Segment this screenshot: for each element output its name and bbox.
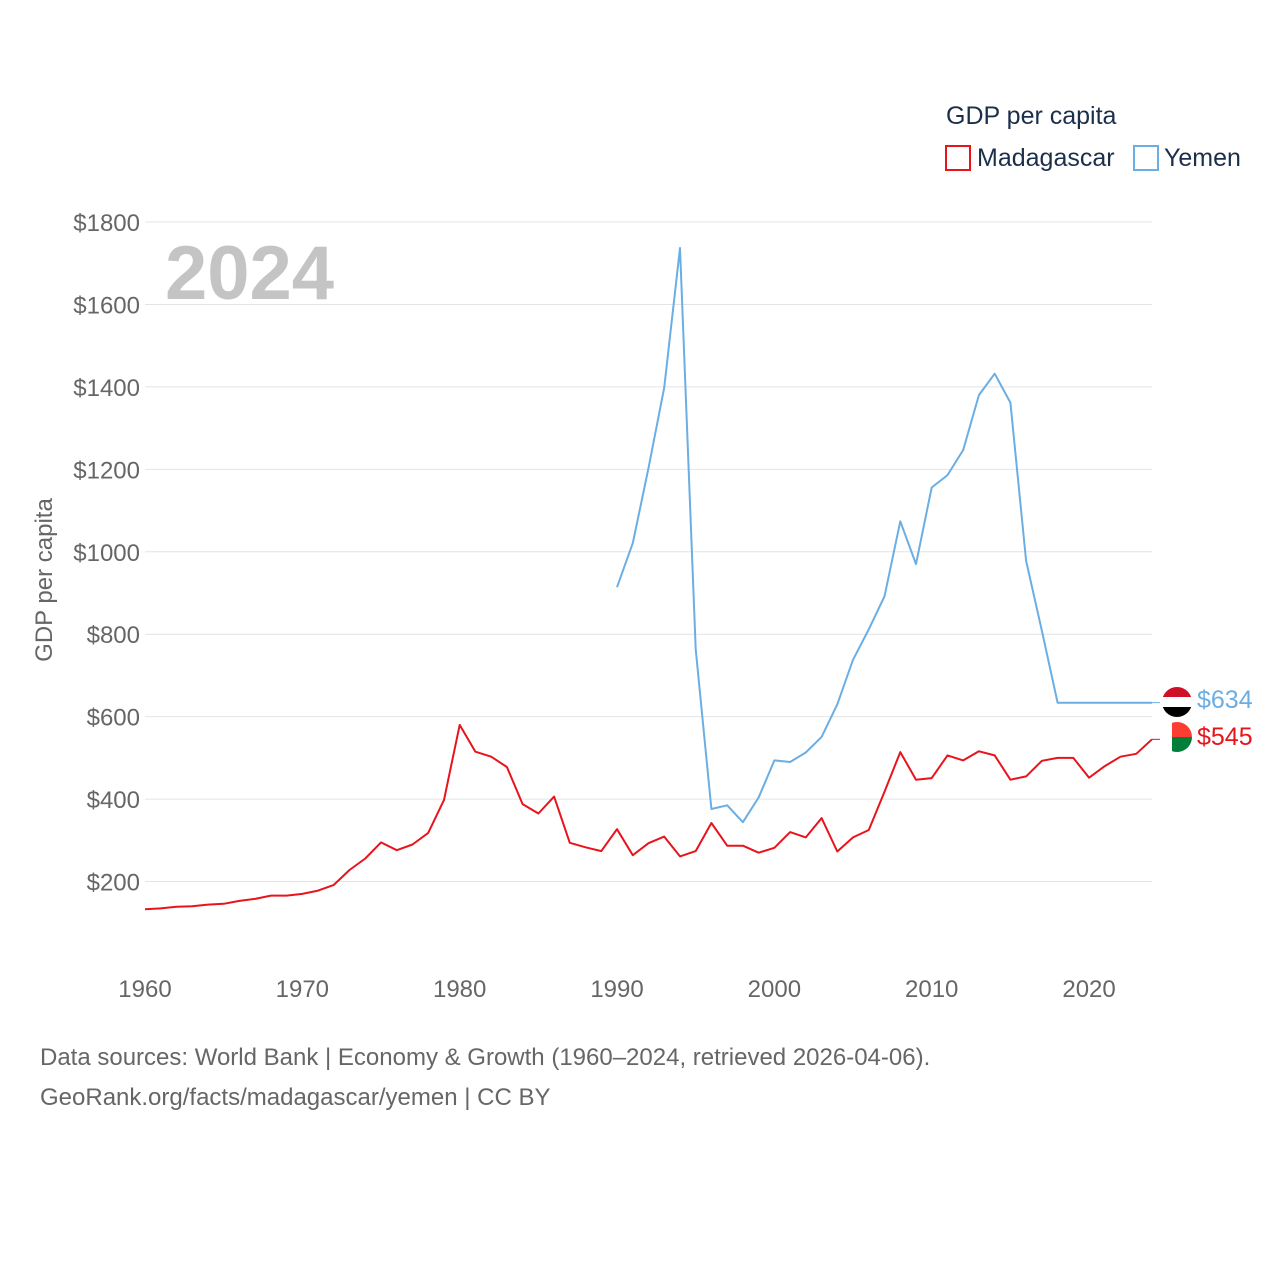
yemen-flag-icon [1162, 687, 1192, 717]
legend-title: GDP per capita [946, 102, 1117, 130]
y-tick-label: $1400 [73, 375, 140, 402]
license-line: GeoRank.org/facts/madagascar/yemen | CC … [40, 1084, 551, 1111]
y-tick-label: $1000 [73, 540, 140, 567]
year-watermark: 2024 [165, 231, 334, 316]
y-axis-label: GDP per capita [31, 498, 58, 662]
legend: GDP per capita Madagascar Yemen [945, 102, 1241, 172]
legend-item-yemen[interactable]: Yemen [1133, 144, 1241, 172]
x-axis-ticks: 1960 1970 1980 1990 2000 2010 2020 [118, 976, 1115, 1003]
legend-label-yemen: Yemen [1164, 144, 1241, 172]
grid-lines [145, 221, 1152, 883]
y-tick-label: $1200 [73, 457, 140, 484]
y-tick-label: $1800 [73, 210, 140, 237]
x-tick-label: 1980 [433, 976, 486, 1003]
y-tick-label: $1600 [73, 292, 140, 319]
series-line-yemen[interactable] [616, 247, 1152, 824]
x-tick-label: 1970 [276, 976, 329, 1003]
y-tick-label: $600 [87, 705, 140, 732]
y-tick-label: $800 [87, 622, 140, 649]
y-tick-label: $400 [87, 787, 140, 814]
y-tick-label: $200 [87, 870, 140, 897]
x-tick-label: 2010 [905, 976, 958, 1003]
end-value-yemen: $634 [1197, 686, 1253, 714]
x-tick-label: 2000 [748, 976, 801, 1003]
series-lines [144, 247, 1160, 911]
legend-swatch-yemen [1133, 145, 1159, 171]
y-axis-ticks: $200 $400 $600 $800 $1000 $1200 $1400 $1600 $180… [73, 210, 140, 897]
series-line-madagascar[interactable] [144, 723, 1153, 911]
legend-label-madagascar: Madagascar [977, 144, 1115, 172]
madagascar-flag-icon [1162, 722, 1192, 752]
source-line: Data sources: World Bank | Economy & Gro… [40, 1044, 931, 1071]
legend-item-madagascar[interactable]: Madagascar [945, 144, 1115, 172]
legend-swatch-madagascar [945, 145, 971, 171]
x-tick-label: 1960 [118, 976, 171, 1003]
end-value-madagascar: $545 [1197, 723, 1253, 751]
x-tick-label: 2020 [1062, 976, 1115, 1003]
x-tick-label: 1990 [590, 976, 643, 1003]
